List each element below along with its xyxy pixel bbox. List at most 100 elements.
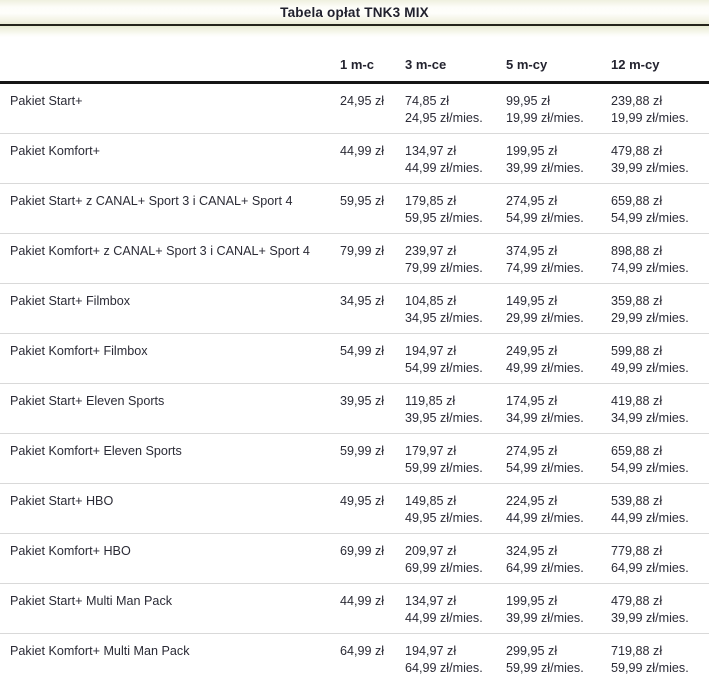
cream-band xyxy=(0,26,709,37)
package-name: Pakiet Start+ Multi Man Pack xyxy=(10,594,173,608)
price-5m-monthly: 29,99 zł/mies. xyxy=(506,311,584,325)
price-12m: 779,88 zł 64,99 zł/mies. xyxy=(611,543,689,577)
page-title: Tabela opłat TNK3 MIX xyxy=(280,4,429,20)
price-5m-monthly: 39,99 zł/mies. xyxy=(506,611,584,625)
header-divider xyxy=(0,81,709,84)
table-row: Pakiet Start+ Eleven Sports 39,95 zł 119… xyxy=(0,384,709,434)
price-3m-total: 209,97 zł xyxy=(405,544,457,558)
price-12m: 479,88 zł 39,99 zł/mies. xyxy=(611,593,689,627)
price-3m-monthly: 59,95 zł/mies. xyxy=(405,211,483,225)
price-3m-monthly: 59,99 zł/mies. xyxy=(405,461,483,475)
price-1m: 79,99 zł xyxy=(340,244,385,258)
price-5m-monthly: 64,99 zł/mies. xyxy=(506,561,584,575)
price-3m-total: 104,85 zł xyxy=(405,294,457,308)
table-row: Pakiet Komfort+ Eleven Sports 59,99 zł 1… xyxy=(0,434,709,484)
price-5m-total: 199,95 zł xyxy=(506,594,558,608)
price-12m: 539,88 zł 44,99 zł/mies. xyxy=(611,493,689,527)
col-header-3m: 3 m-ce xyxy=(405,57,447,72)
table-row: Pakiet Komfort+ HBO 69,99 zł 209,97 zł 6… xyxy=(0,534,709,584)
price-3m-monthly: 79,99 zł/mies. xyxy=(405,261,483,275)
price-5m: 299,95 zł 59,99 zł/mies. xyxy=(506,643,584,677)
price-3m-total: 194,97 zł xyxy=(405,644,457,658)
price-12m-total: 898,88 zł xyxy=(611,244,663,258)
package-name: Pakiet Start+ HBO xyxy=(10,494,114,508)
price-1m: 69,99 zł xyxy=(340,544,385,558)
price-3m-monthly: 24,95 zł/mies. xyxy=(405,111,483,125)
price-5m: 324,95 zł 64,99 zł/mies. xyxy=(506,543,584,577)
package-name: Pakiet Komfort+ Multi Man Pack xyxy=(10,644,190,658)
price-5m-monthly: 39,99 zł/mies. xyxy=(506,161,584,175)
fee-table-body: Pakiet Start+ 24,95 zł 74,85 zł 24,95 zł… xyxy=(0,84,709,683)
price-5m: 274,95 zł 54,99 zł/mies. xyxy=(506,443,584,477)
price-5m-total: 199,95 zł xyxy=(506,144,558,158)
price-5m-monthly: 59,99 zł/mies. xyxy=(506,661,584,675)
package-name: Pakiet Start+ Eleven Sports xyxy=(10,394,165,408)
price-3m-total: 149,85 zł xyxy=(405,494,457,508)
price-3m-monthly: 69,99 zł/mies. xyxy=(405,561,483,575)
package-name: Pakiet Start+ z CANAL+ Sport 3 i CANAL+ … xyxy=(10,194,293,208)
price-12m-total: 359,88 zł xyxy=(611,294,663,308)
price-3m: 149,85 zł 49,95 zł/mies. xyxy=(405,493,483,527)
price-12m-monthly: 64,99 zł/mies. xyxy=(611,561,689,575)
col-header-1m: 1 m-c xyxy=(340,57,374,72)
price-12m: 419,88 zł 34,99 zł/mies. xyxy=(611,393,689,427)
price-5m-total: 224,95 zł xyxy=(506,494,558,508)
price-12m-total: 239,88 zł xyxy=(611,94,663,108)
price-3m-total: 134,97 zł xyxy=(405,594,457,608)
price-3m-monthly: 44,99 zł/mies. xyxy=(405,161,483,175)
price-12m: 239,88 zł 19,99 zł/mies. xyxy=(611,93,689,127)
price-3m-monthly: 44,99 zł/mies. xyxy=(405,611,483,625)
price-3m-monthly: 64,99 zł/mies. xyxy=(405,661,483,675)
price-12m-total: 779,88 zł xyxy=(611,544,663,558)
price-3m: 194,97 zł 64,99 zł/mies. xyxy=(405,643,483,677)
price-5m-total: 374,95 zł xyxy=(506,244,558,258)
price-3m: 134,97 zł 44,99 zł/mies. xyxy=(405,143,483,177)
price-3m-total: 179,97 zł xyxy=(405,444,457,458)
price-5m-monthly: 44,99 zł/mies. xyxy=(506,511,584,525)
price-12m-total: 659,88 zł xyxy=(611,194,663,208)
price-5m-monthly: 19,99 zł/mies. xyxy=(506,111,584,125)
price-3m-total: 119,85 zł xyxy=(405,394,456,408)
price-1m: 44,99 zł xyxy=(340,594,385,608)
price-5m-total: 99,95 zł xyxy=(506,94,551,108)
price-5m-total: 274,95 zł xyxy=(506,444,558,458)
price-1m: 34,95 zł xyxy=(340,294,385,308)
price-12m-total: 659,88 zł xyxy=(611,444,663,458)
price-12m: 659,88 zł 54,99 zł/mies. xyxy=(611,193,689,227)
package-name: Pakiet Komfort+ Eleven Sports xyxy=(10,444,182,458)
price-3m: 239,97 zł 79,99 zł/mies. xyxy=(405,243,483,277)
price-12m-monthly: 19,99 zł/mies. xyxy=(611,111,689,125)
price-5m-total: 299,95 zł xyxy=(506,644,558,658)
table-row: Pakiet Komfort+ Multi Man Pack 64,99 zł … xyxy=(0,634,709,683)
price-3m-monthly: 34,95 zł/mies. xyxy=(405,311,483,325)
price-12m-monthly: 34,99 zł/mies. xyxy=(611,411,689,425)
column-headers: 1 m-c 3 m-ce 5 m-cy 12 m-cy xyxy=(0,37,709,81)
package-name: Pakiet Komfort+ xyxy=(10,144,100,158)
price-5m-total: 149,95 zł xyxy=(506,294,558,308)
price-12m: 359,88 zł 29,99 zł/mies. xyxy=(611,293,689,327)
price-5m-monthly: 74,99 zł/mies. xyxy=(506,261,584,275)
title-divider xyxy=(0,24,709,26)
price-3m-monthly: 39,95 zł/mies. xyxy=(405,411,483,425)
price-3m: 194,97 zł 54,99 zł/mies. xyxy=(405,343,483,377)
price-5m: 174,95 zł 34,99 zł/mies. xyxy=(506,393,584,427)
price-5m-monthly: 54,99 zł/mies. xyxy=(506,461,584,475)
price-1m: 59,95 zł xyxy=(340,194,385,208)
price-3m: 209,97 zł 69,99 zł/mies. xyxy=(405,543,483,577)
package-name: Pakiet Start+ Filmbox xyxy=(10,294,131,308)
price-5m-total: 324,95 zł xyxy=(506,544,558,558)
price-5m: 274,95 zł 54,99 zł/mies. xyxy=(506,193,584,227)
price-12m: 599,88 zł 49,99 zł/mies. xyxy=(611,343,689,377)
package-name: Pakiet Komfort+ Filmbox xyxy=(10,344,148,358)
price-5m-monthly: 54,99 zł/mies. xyxy=(506,211,584,225)
table-row: Pakiet Start+ z CANAL+ Sport 3 i CANAL+ … xyxy=(0,184,709,234)
price-1m: 24,95 zł xyxy=(340,94,385,108)
price-3m: 74,85 zł 24,95 zł/mies. xyxy=(405,93,483,127)
table-row: Pakiet Komfort+ Filmbox 54,99 zł 194,97 … xyxy=(0,334,709,384)
price-12m-monthly: 49,99 zł/mies. xyxy=(611,361,689,375)
price-12m-total: 419,88 zł xyxy=(611,394,663,408)
price-12m: 659,88 zł 54,99 zł/mies. xyxy=(611,443,689,477)
price-5m-total: 274,95 zł xyxy=(506,194,558,208)
price-12m-total: 479,88 zł xyxy=(611,594,663,608)
